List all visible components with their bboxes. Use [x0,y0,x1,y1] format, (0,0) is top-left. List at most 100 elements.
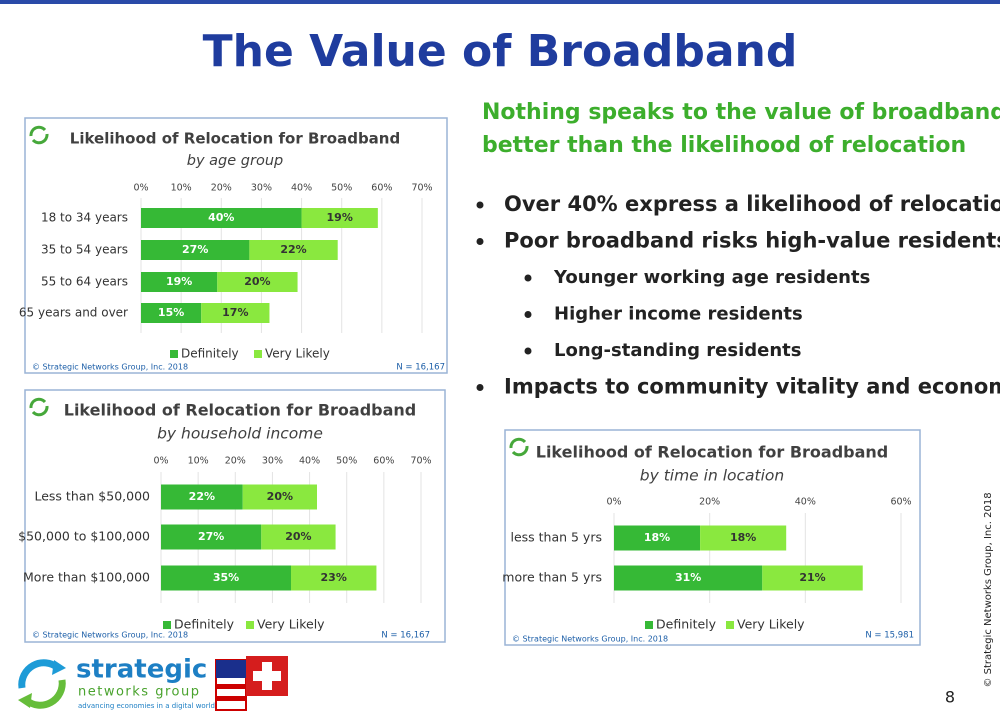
chart-sample: N = 15,981 [865,631,914,641]
bullet-dot [524,311,532,318]
side-note: © Strategic Networks Group, Inc. 2018 [983,492,994,687]
chart-icon [29,397,49,417]
x-tick-label: 40% [299,456,320,467]
heading-line: better than the likelihood of relocation [482,133,966,158]
data-label: 27% [198,530,224,543]
chart-sample: N = 16,167 [381,631,430,641]
data-label: 19% [166,275,192,288]
x-tick-label: 60% [371,183,392,194]
legend-label: Very Likely [265,347,330,361]
bullet-dot [524,274,532,282]
y-tick-label: more than 5 yrs [502,570,602,585]
chart-subtitle: by time in location [640,467,784,485]
data-label: 20% [267,490,293,503]
bar [614,565,763,591]
data-label: 23% [321,571,347,584]
x-tick-label: 20% [699,497,720,508]
legend-label: Definitely [174,617,235,632]
legend-swatch [726,621,734,629]
bar [242,484,317,510]
data-label: 15% [158,306,184,319]
chart-subtitle: by age group [187,153,283,169]
legend-label: Very Likely [737,617,805,632]
slide-title: The Value of Broadband [203,26,798,77]
logo-tagline: advancing economies in a digital world [78,702,215,710]
bullet-text: Poor broadband risks high-value resident… [504,229,1000,253]
flag-icon [215,656,288,711]
bar [141,240,250,260]
data-label: 31% [675,571,701,584]
bar [141,272,218,292]
y-tick-label: 18 to 34 years [41,211,128,225]
bar [161,484,243,510]
data-label: 18% [730,531,756,544]
y-tick-label: Less than $50,000 [34,489,150,504]
logo-sub: networks group [78,685,200,700]
chart-title: Likelihood of Relocation for Broadband [64,401,416,420]
chart-subtitle: by household income [157,425,323,443]
bar [161,565,291,591]
chart-icon [509,437,529,457]
x-tick-label: 20% [225,456,246,467]
data-label: 18% [644,531,670,544]
logo-name: strategic [76,655,207,685]
bullet-text: Higher income residents [554,304,803,325]
heading-line: Nothing speaks to the value of broadband [482,100,1000,125]
chart-source: © Strategic Networks Group, Inc. 2018 [512,635,668,644]
chart-title: Likelihood of Relocation for Broadband [536,443,888,462]
x-tick-label: 10% [188,456,209,467]
chart-title: Likelihood of Relocation for Broadband [70,130,400,148]
top-rule [0,0,1000,4]
data-label: 17% [222,306,248,319]
data-label: 20% [244,275,270,288]
bullet-dot [476,384,484,391]
page-number: 8 [945,688,955,707]
x-tick-label: 50% [336,456,357,467]
legend-swatch [645,621,653,629]
legend-swatch [163,621,171,629]
bar [762,565,863,591]
bar [201,303,270,323]
bar [700,525,787,551]
bar [614,525,701,551]
bar [249,240,338,260]
bar [261,524,336,550]
data-label: 22% [280,243,306,256]
x-tick-label: 40% [291,183,312,194]
chart-icon [29,125,49,145]
bar [301,208,378,228]
data-label: 22% [189,490,215,503]
x-tick-label: 70% [410,456,431,467]
data-label: 40% [208,211,234,224]
y-tick-label: 55 to 64 years [41,275,128,289]
legend-label: Definitely [181,347,239,361]
y-tick-label: 35 to 54 years [41,243,128,257]
bullet-text: Long-standing residents [554,340,802,361]
legend-label: Definitely [656,617,717,632]
x-tick-label: 10% [171,183,192,194]
bar [291,565,377,591]
chart-source: © Strategic Networks Group, Inc. 2018 [32,363,188,372]
chart-source: © Strategic Networks Group, Inc. 2018 [32,631,188,640]
bar [141,303,202,323]
legend-swatch [254,350,262,358]
data-label: 20% [285,530,311,543]
x-tick-label: 30% [262,456,283,467]
legend-swatch [246,621,254,629]
data-label: 21% [799,571,825,584]
data-label: 27% [182,243,208,256]
x-tick-label: 30% [251,183,272,194]
bullet-text: Impacts to community vitality and econom… [504,375,1000,399]
data-label: 19% [327,211,353,224]
bullet-dot [476,238,484,245]
bullet-dot [524,347,532,355]
bullet-dot [476,201,484,209]
legend-swatch [170,350,178,358]
x-tick-label: 60% [373,456,394,467]
x-tick-label: 70% [411,183,432,194]
chart-sample: N = 16,167 [396,363,445,373]
x-tick-label: 0% [153,456,168,467]
bar [161,524,262,550]
